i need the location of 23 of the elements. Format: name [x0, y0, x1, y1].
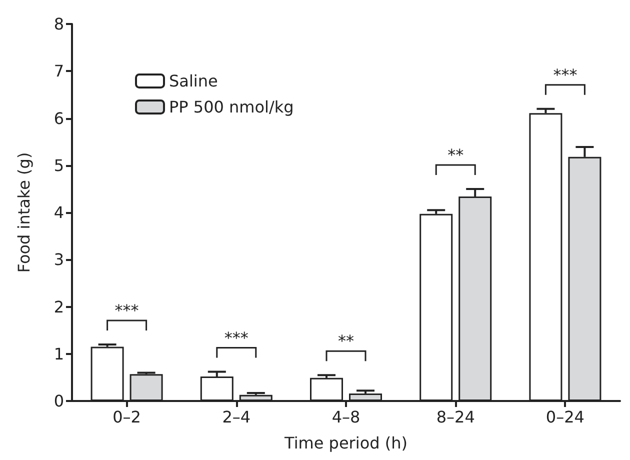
x-tick-label: 0–24	[546, 408, 584, 426]
annotation: ***	[114, 300, 139, 320]
y-tick-label: 5	[54, 156, 64, 175]
y-tick-label: 3	[54, 250, 64, 270]
annotation: ***	[553, 65, 578, 84]
x-tick-label: 2–4	[222, 408, 251, 426]
y-tick-label: 2	[54, 297, 64, 316]
y-tick-label: 8	[54, 14, 64, 34]
y-tick-label: 6	[54, 108, 64, 128]
x-tick-label: 0–2	[112, 408, 141, 426]
legend-label: Saline	[169, 72, 218, 90]
x-axis-title: Time period (h)	[284, 434, 408, 452]
y-tick-label: 4	[54, 203, 64, 222]
annotation: **	[338, 332, 354, 351]
y-axis-title: Food intake (g)	[14, 152, 34, 273]
legend-label: PP 500 nmol/kg	[169, 98, 294, 116]
x-tick-label: 4–8	[332, 408, 360, 426]
y-tick-label: 0	[54, 392, 64, 410]
annotation: **	[448, 145, 464, 164]
y-tick-label: 1	[54, 344, 64, 364]
annotation: ***	[224, 328, 248, 348]
y-tick-label: 7	[54, 62, 64, 81]
x-tick-label: 8–24	[436, 408, 475, 426]
